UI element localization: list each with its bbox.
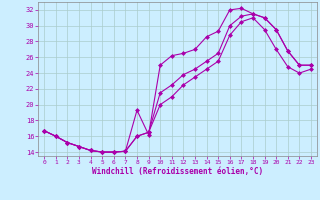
X-axis label: Windchill (Refroidissement éolien,°C): Windchill (Refroidissement éolien,°C) bbox=[92, 167, 263, 176]
